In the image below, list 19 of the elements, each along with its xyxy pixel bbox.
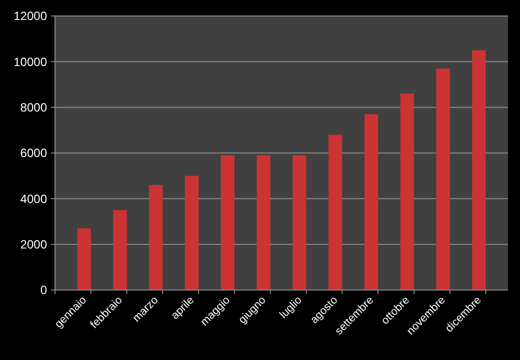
bar <box>256 155 270 290</box>
bar <box>328 134 342 290</box>
bar <box>220 155 234 290</box>
bar <box>400 94 414 290</box>
y-tick-label: 10000 <box>14 54 48 69</box>
y-tick-label: 6000 <box>20 146 48 160</box>
y-tick-label: 2000 <box>20 238 48 252</box>
bar <box>472 50 486 290</box>
y-tick-label: 12000 <box>14 9 48 24</box>
y-tick-label: 4000 <box>20 192 48 206</box>
y-tick-label: 0 <box>40 283 48 298</box>
bar <box>184 176 199 290</box>
bar <box>364 114 378 290</box>
bar <box>292 155 306 290</box>
bar <box>436 68 450 290</box>
bar <box>149 184 163 290</box>
bar <box>77 228 91 290</box>
y-tick-label: 8000 <box>20 100 48 115</box>
bar <box>113 210 127 290</box>
